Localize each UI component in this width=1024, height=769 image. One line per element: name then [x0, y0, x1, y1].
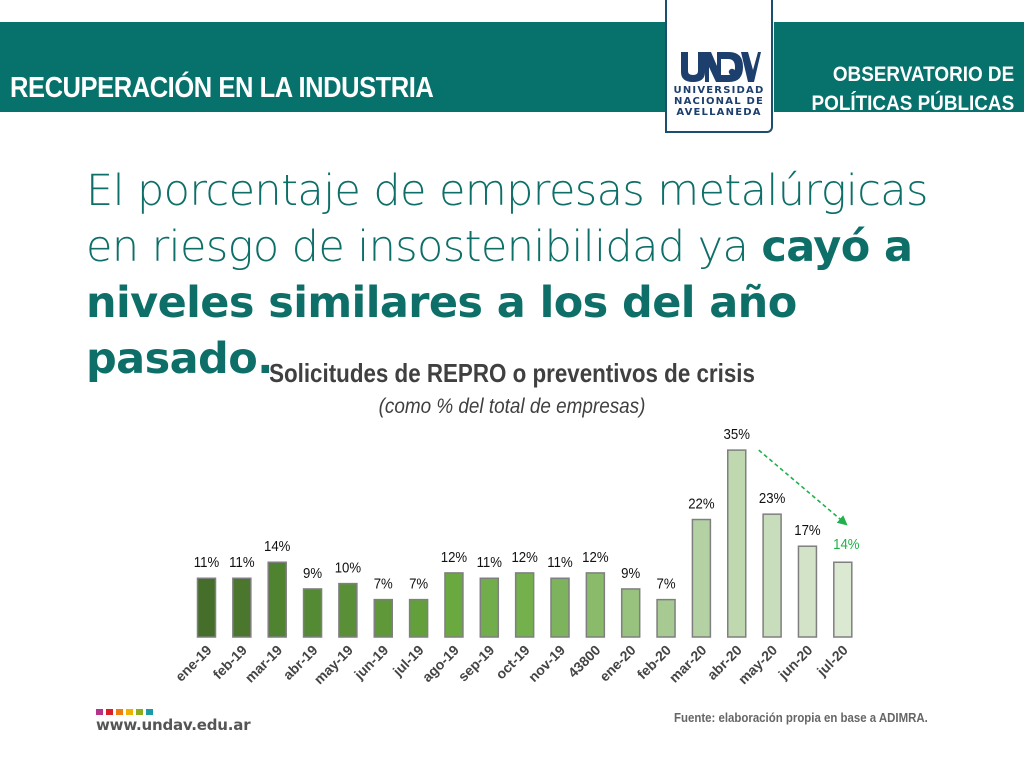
bar-jun-20	[797, 545, 818, 638]
value-label-may-19: 10%	[335, 559, 362, 576]
bar-jul-19	[408, 598, 429, 638]
observatory-line-2: POLÍTICAS PÚBLICAS	[811, 92, 1014, 115]
headline-line-3: niveles similares a los del año pasado.	[86, 275, 986, 387]
brand-color-dots	[96, 709, 153, 715]
x-tick-label-mar-19: mar-19	[242, 642, 286, 686]
bar-feb-19	[232, 577, 252, 638]
value-label-oct-19: 12%	[511, 548, 538, 565]
observatory-banner: OBSERVATORIO DE POLÍTICAS PÚBLICAS	[774, 22, 1024, 115]
value-label-feb-19: 11%	[229, 553, 255, 570]
value-label-jul-20: 14%	[833, 535, 860, 552]
x-tick-label-ene-20: ene-20	[596, 642, 639, 685]
value-label-jun-20: 17%	[794, 521, 821, 538]
trend-arrow-icon	[758, 449, 848, 526]
headline-line-2-light: en riesgo de insostenibilidad ya	[86, 222, 762, 272]
headline-line-2: en riesgo de insostenibilidad ya cayó a	[86, 219, 986, 275]
bar-sep-19	[479, 577, 500, 638]
observatory-line-1: OBSERVATORIO DE	[832, 63, 1014, 86]
value-label-ene-19: 11%	[194, 553, 220, 570]
logo-line-3: AVELLANEDA	[676, 107, 762, 118]
value-label-43800: 12%	[582, 548, 609, 565]
bar-jun-19	[373, 598, 393, 638]
bar-ene-19	[196, 577, 217, 638]
source-note: Fuente: elaboración propia en base a ADI…	[674, 710, 928, 725]
annotation-group	[758, 449, 848, 526]
bars-group	[196, 449, 853, 638]
section-title: RECUPERACIÓN EN LA INDUSTRIA	[10, 72, 434, 104]
bar-abr-19	[302, 588, 323, 638]
chart-title: Solicitudes de REPRO o preventivos de cr…	[269, 358, 755, 388]
bar-abr-20	[727, 449, 747, 638]
bar-jul-20	[833, 561, 853, 638]
logo-line-2: NACIONAL DE	[674, 96, 764, 107]
headline-line-1: El porcentaje de empresas metalúrgicas	[86, 166, 928, 216]
bar-mar-20	[691, 518, 712, 638]
x-tick-label-ago-19: ago-19	[419, 642, 462, 685]
value-label-sep-19: 11%	[477, 553, 503, 570]
logo-text: UNIVERSIDAD NACIONAL DE AVELLANEDA	[667, 85, 771, 118]
brand-dot	[106, 709, 113, 715]
undav-logo-mark-icon	[681, 52, 761, 82]
value-label-mar-19: 14%	[264, 537, 291, 554]
observatory-title: OBSERVATORIO DE POLÍTICAS PÚBLICAS	[811, 60, 1014, 118]
header-banner: RECUPERACIÓN EN LA INDUSTRIA	[0, 22, 665, 112]
brand-dot	[126, 709, 133, 715]
x-tick-label-mar-20: mar-20	[666, 642, 710, 686]
headline-line-2-bold: cayó a	[761, 222, 913, 272]
value-label-may-20: 23%	[759, 489, 786, 506]
website-url[interactable]: www.undav.edu.ar	[96, 716, 251, 734]
value-label-jun-19: 7%	[374, 575, 393, 592]
value-label-ene-20: 9%	[621, 564, 640, 581]
x-tick-label-may-19: may-19	[311, 642, 357, 688]
value-label-nov-19: 11%	[547, 553, 573, 570]
x-tick-label-nov-19: nov-19	[525, 642, 568, 685]
bar-may-20	[762, 513, 782, 638]
bar-oct-19	[514, 572, 535, 638]
value-label-mar-20: 22%	[688, 495, 715, 512]
brand-dot	[136, 709, 143, 715]
value-label-ago-19: 12%	[441, 548, 468, 565]
x-tick-label-may-20: may-20	[735, 642, 781, 688]
value-label-abr-20: 35%	[724, 425, 751, 442]
brand-dot	[116, 709, 123, 715]
value-label-jul-19: 7%	[409, 575, 428, 592]
x-tick-label-jun-20: jun-20	[774, 642, 815, 683]
headline: El porcentaje de empresas metalúrgicas e…	[86, 163, 986, 387]
logo-line-1: UNIVERSIDAD	[673, 85, 765, 96]
value-label-abr-19: 9%	[303, 564, 322, 581]
bar-nov-19	[550, 577, 570, 638]
undav-logo: UNIVERSIDAD NACIONAL DE AVELLANEDA	[665, 0, 773, 133]
brand-dot	[96, 709, 103, 715]
x-tick-label-jun-19: jun-19	[350, 642, 391, 683]
x-tick-label-ene-19: ene-19	[172, 642, 215, 685]
chart-subtitle: (como % del total de empresas)	[378, 395, 646, 418]
value-labels-group: 11% 11% 14% 9% 10% 7% 7% 12% 11% 12% 11% 12% 9% 7% 22%…	[194, 425, 860, 592]
bar-43800	[585, 572, 606, 638]
value-label-feb-20: 7%	[657, 575, 676, 592]
bar-mar-19	[267, 561, 287, 638]
x-tick-label-sep-19: sep-19	[455, 642, 498, 685]
x-axis-labels-group: ene-19feb-19mar-19abr-19may-19jun-19jul-…	[172, 642, 851, 688]
bar-ago-19	[444, 572, 464, 638]
x-tick-label-jul-20: jul-20	[813, 642, 851, 680]
bar-ene-20	[620, 588, 641, 638]
bar-may-19	[338, 582, 358, 638]
headline-line-3-bold: niveles similares a los del año pasado.	[86, 278, 797, 384]
bar-feb-20	[656, 598, 676, 638]
brand-dot	[146, 709, 153, 715]
